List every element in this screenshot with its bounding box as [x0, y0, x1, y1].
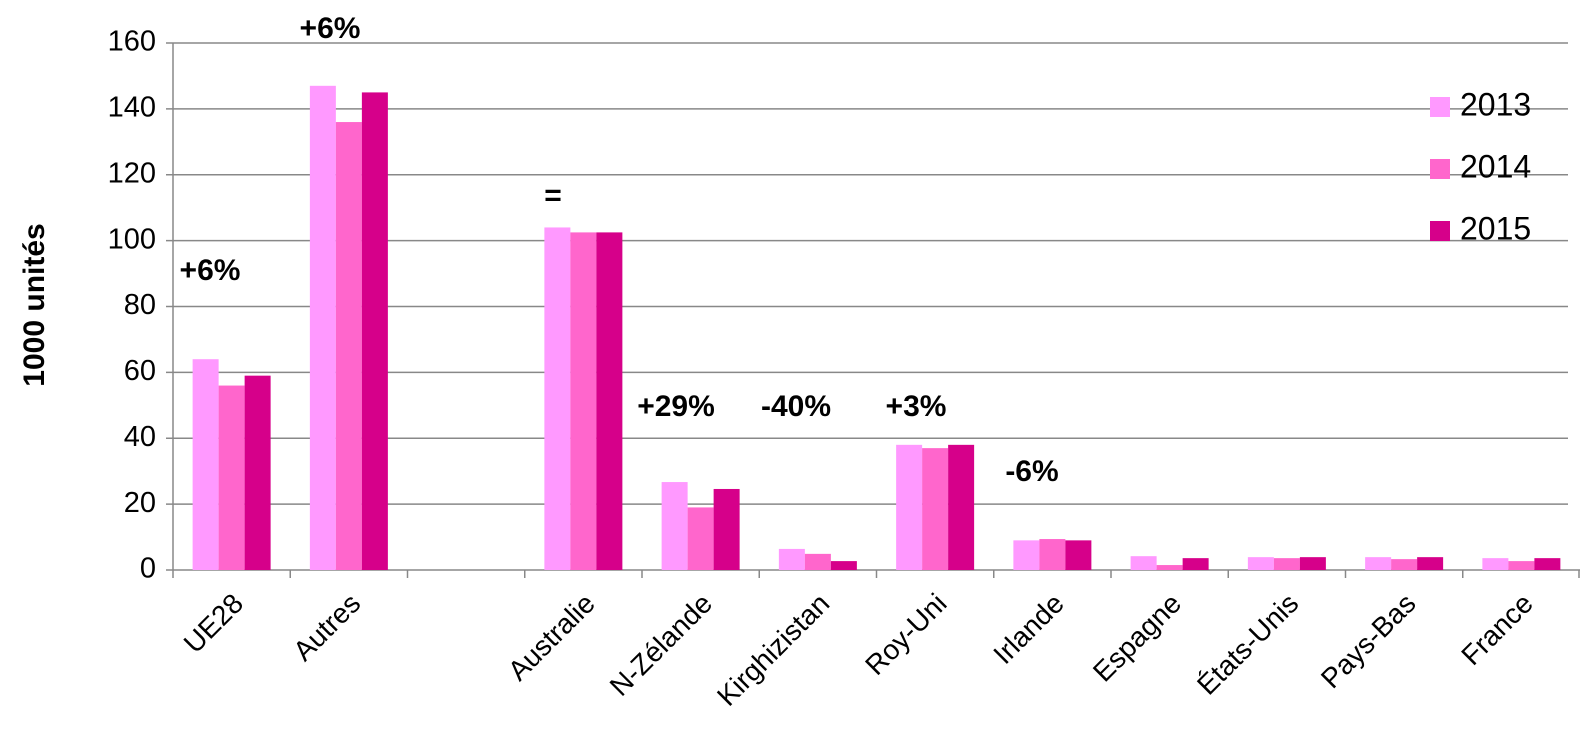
bar — [1039, 539, 1066, 570]
bar — [544, 227, 571, 570]
bar — [1013, 540, 1040, 570]
bar — [1391, 559, 1418, 570]
bar — [1482, 558, 1509, 570]
annotation: -40% — [761, 390, 831, 423]
x-tick-label: Kirghizistan — [711, 588, 835, 712]
y-tick-label: 140 — [108, 92, 156, 124]
x-tick-label: Pays-Bas — [1315, 588, 1422, 695]
legend-label: 2015 — [1460, 210, 1531, 246]
bar — [570, 232, 597, 570]
legend-label: 2014 — [1460, 148, 1531, 184]
bar — [1065, 540, 1092, 570]
x-tick-label: Irlande — [987, 588, 1069, 670]
bar — [661, 482, 688, 570]
bar — [1247, 557, 1274, 570]
bar — [1182, 558, 1209, 570]
y-tick-label: 80 — [124, 289, 156, 321]
y-tick-label: 160 — [108, 26, 156, 58]
bar — [244, 375, 271, 570]
annotation: = — [544, 179, 562, 212]
y-tick-label: 100 — [108, 223, 156, 255]
legend-label: 2013 — [1460, 86, 1531, 122]
bar — [687, 507, 714, 570]
bar — [596, 232, 623, 570]
bar — [1508, 561, 1535, 570]
bar — [830, 561, 857, 570]
bar — [1156, 565, 1183, 570]
bar — [192, 359, 219, 570]
annotation: -6% — [1005, 455, 1058, 488]
annotation: +6% — [180, 254, 241, 287]
bar — [1534, 558, 1561, 570]
x-tick-label: UE28 — [178, 588, 249, 659]
legend-swatch — [1430, 97, 1450, 117]
y-tick-label: 0 — [140, 553, 156, 585]
y-tick-label: 60 — [124, 355, 156, 387]
bar — [309, 85, 336, 570]
bar — [1130, 556, 1157, 570]
x-tick-label: Espagne — [1087, 588, 1187, 688]
annotation: +29% — [637, 390, 715, 423]
bar — [361, 92, 388, 570]
legend-swatch — [1430, 221, 1450, 241]
y-tick-label: 120 — [108, 157, 156, 189]
bar — [1365, 557, 1392, 570]
y-tick-label: 20 — [124, 487, 156, 519]
bar — [778, 548, 805, 570]
legend-swatch — [1430, 159, 1450, 179]
y-axis-label: 1000 unités — [18, 223, 51, 386]
bar — [335, 122, 362, 571]
x-tick-label: N-Zélande — [604, 588, 718, 702]
y-tick-label: 40 — [124, 421, 156, 453]
bar — [1273, 558, 1300, 570]
bar — [896, 444, 923, 570]
bar — [713, 488, 740, 570]
x-tick-label: États-Unis — [1191, 588, 1304, 701]
x-tick-label: Autres — [287, 588, 366, 667]
bar — [1417, 557, 1444, 570]
annotation: +6% — [300, 12, 361, 45]
x-tick-label: Roy-Uni — [859, 588, 952, 681]
bar — [1299, 557, 1326, 570]
x-tick-label: Australie — [502, 588, 601, 687]
x-tick-label: France — [1455, 588, 1539, 672]
annotation: +3% — [886, 390, 947, 423]
bar — [804, 553, 831, 570]
bar — [218, 385, 245, 570]
bar — [948, 444, 975, 570]
bar — [922, 448, 949, 570]
